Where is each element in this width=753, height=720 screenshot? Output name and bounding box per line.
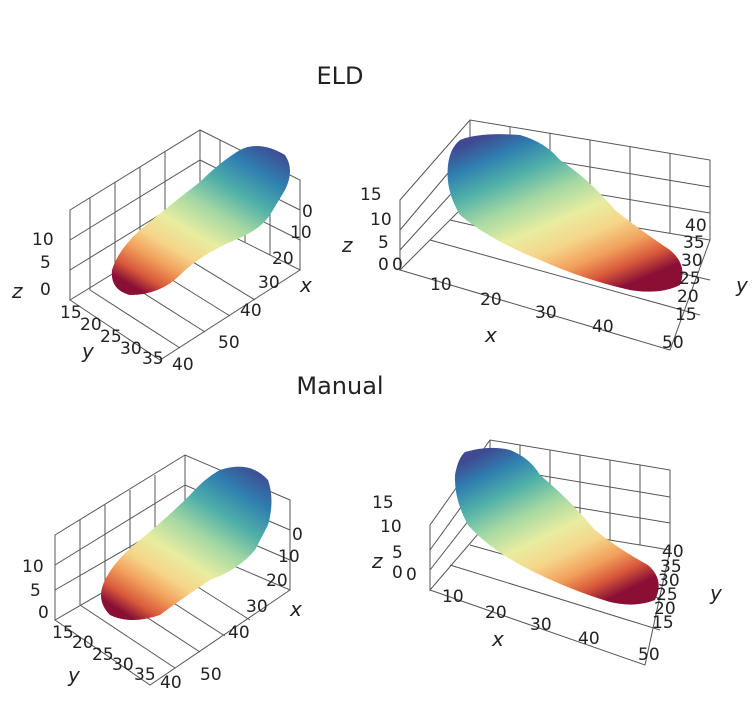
x-axis-label: x — [289, 597, 302, 621]
manual-title: Manual — [296, 372, 384, 400]
tick-label: 25 — [92, 645, 114, 665]
tick-label: 20 — [72, 633, 94, 653]
tick-label: 50 — [638, 645, 660, 665]
tick-label: 15 — [675, 305, 697, 325]
tick-label: 35 — [134, 665, 156, 685]
tick-label: 25 — [656, 585, 678, 605]
y-axis-label: y — [81, 339, 95, 363]
tick-label: 30 — [112, 655, 134, 675]
surface-plot: 0 5 10 15 0 10 20 30 40 50 15 20 25 30 3… — [371, 439, 723, 666]
surface-plot: 0 5 10 15 0 10 20 30 40 50 15 20 25 30 3… — [341, 119, 749, 353]
tick-label: 30 — [681, 251, 703, 271]
tick-label: 0 — [392, 563, 403, 583]
tick-label: 0 — [406, 565, 417, 585]
tick-label: 20 — [272, 249, 294, 269]
manual-view-left: 0 5 10 15 20 25 30 35 40 0 10 20 30 40 5… — [0, 420, 376, 720]
tick-label: 10 — [22, 557, 44, 577]
tick-label: 50 — [200, 665, 222, 685]
tick-label: 50 — [218, 333, 240, 353]
y-ticks: 15 20 25 30 35 40 — [60, 303, 194, 375]
tick-label: 30 — [535, 303, 557, 323]
tick-label: 25 — [679, 269, 701, 289]
z-axis-label: z — [11, 279, 23, 303]
tick-label: 10 — [442, 587, 464, 607]
tick-label: 20 — [80, 315, 102, 335]
tick-label: 0 — [40, 280, 51, 300]
tick-label: 5 — [392, 543, 403, 563]
tick-label: 10 — [32, 230, 54, 250]
tick-label: 15 — [360, 185, 382, 205]
y-axis-label: y — [735, 273, 749, 297]
tick-label: 0 — [292, 525, 303, 545]
tick-label: 15 — [652, 613, 674, 633]
x-ticks: 0 10 20 30 40 50 — [406, 565, 660, 665]
tick-label: 15 — [60, 303, 82, 323]
tick-label: 35 — [683, 233, 705, 253]
manual-surface — [101, 466, 272, 620]
z-ticks: 0 5 10 — [22, 557, 49, 623]
tick-label: 10 — [380, 517, 402, 537]
tick-label: 20 — [654, 599, 676, 619]
tick-label: 15 — [372, 493, 394, 513]
tick-label: 40 — [228, 623, 250, 643]
tick-label: 40 — [160, 673, 182, 693]
z-axis-label: z — [371, 549, 383, 573]
tick-label: 40 — [172, 355, 194, 375]
tick-label: 20 — [266, 571, 288, 591]
tick-label: 40 — [578, 629, 600, 649]
tick-label: 10 — [278, 547, 300, 567]
tick-label: 10 — [430, 275, 452, 295]
z-ticks: 0 5 10 15 — [360, 185, 392, 275]
tick-label: 15 — [52, 623, 74, 643]
tick-label: 5 — [378, 233, 389, 253]
tick-label: 25 — [100, 327, 122, 347]
tick-label: 20 — [677, 287, 699, 307]
eld-view-left: 0 5 10 15 20 25 30 35 40 0 10 20 30 40 5… — [0, 100, 376, 400]
x-axis-label: x — [491, 627, 504, 651]
tick-label: 30 — [658, 571, 680, 591]
manual-view-right: 0 5 10 15 0 10 20 30 40 50 15 20 25 30 3… — [370, 420, 746, 720]
tick-label: 40 — [240, 301, 262, 321]
tick-label: 20 — [480, 290, 502, 310]
tick-label: 5 — [40, 253, 51, 273]
tick-label: 30 — [120, 339, 142, 359]
y-axis-label: y — [67, 663, 81, 687]
tick-label: 30 — [530, 615, 552, 635]
tick-label: 35 — [142, 349, 164, 369]
z-axis-label: z — [341, 233, 353, 257]
x-axis-label: x — [484, 323, 497, 347]
tick-label: 0 — [302, 202, 313, 222]
tick-label: 20 — [485, 603, 507, 623]
x-ticks: 0 10 20 30 40 50 — [392, 255, 684, 353]
z-ticks: 0 5 10 — [32, 230, 54, 300]
surface-plot: 0 5 10 15 20 25 30 35 40 0 10 20 30 40 5… — [22, 454, 303, 693]
tick-label: 10 — [370, 210, 392, 230]
y-axis-label: y — [709, 581, 723, 605]
tick-label: 0 — [38, 603, 49, 623]
manual-surface — [454, 447, 659, 605]
x-axis-label: x — [299, 273, 312, 297]
tick-label: 0 — [378, 255, 389, 275]
tick-label: 50 — [662, 333, 684, 353]
y-ticks: 15 20 25 30 35 40 — [675, 216, 707, 325]
tick-label: 40 — [592, 317, 614, 337]
tick-label: 35 — [660, 557, 682, 577]
z-ticks: 0 5 10 15 — [372, 493, 403, 583]
tick-label: 0 — [392, 255, 403, 275]
eld-surface — [447, 134, 683, 292]
tick-label: 30 — [258, 273, 280, 293]
tick-label: 5 — [30, 581, 41, 601]
tick-label: 10 — [290, 223, 312, 243]
surface-plot: 0 5 10 15 20 25 30 35 40 0 10 20 30 40 5… — [11, 129, 313, 375]
tick-label: 40 — [685, 216, 707, 236]
eld-title: ELD — [316, 62, 364, 90]
y-ticks: 15 20 25 30 35 40 — [652, 542, 684, 633]
eld-view-right: 0 5 10 15 0 10 20 30 40 50 15 20 25 30 3… — [341, 100, 749, 400]
eld-surface — [111, 146, 291, 295]
x-ticks: 0 10 20 30 40 50 — [218, 202, 313, 353]
tick-label: 40 — [662, 542, 684, 562]
tick-label: 30 — [246, 597, 268, 617]
